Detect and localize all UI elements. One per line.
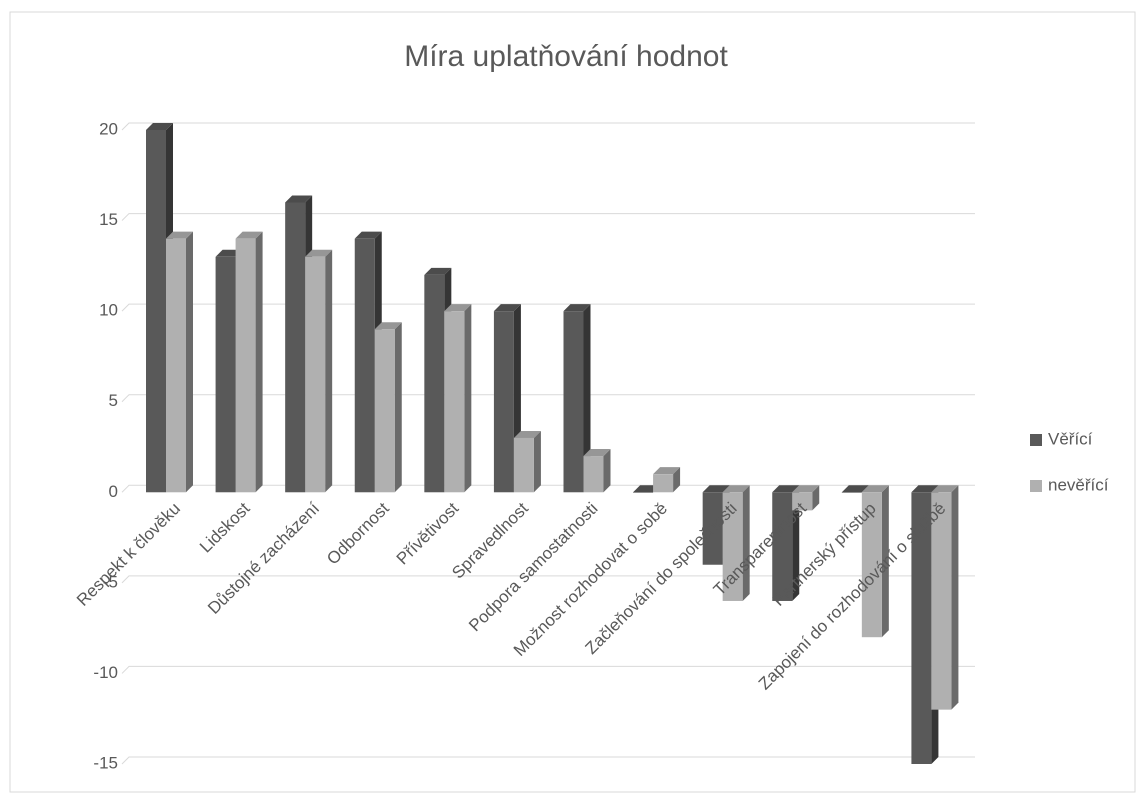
bar-front (493, 311, 514, 493)
y-tick-label: 20 (99, 119, 118, 138)
bar-front (444, 311, 465, 493)
chart-title: Míra uplatňování hodnot (404, 40, 728, 73)
grid (121, 122, 975, 765)
grid-line (121, 665, 975, 674)
bar-front (772, 492, 793, 601)
bar (563, 304, 591, 493)
bar-side (394, 322, 402, 493)
grid-line (121, 394, 975, 403)
bar-front (861, 492, 882, 638)
bar-top (444, 304, 472, 312)
bar (861, 485, 889, 638)
bar-front (215, 256, 236, 493)
legend-label: nevěřící (1048, 475, 1109, 494)
grid-line (121, 484, 975, 493)
bar-top (792, 485, 820, 493)
bar-top (841, 485, 869, 493)
bar-side (673, 467, 681, 493)
legend-swatch (1030, 480, 1042, 492)
bar-side (464, 304, 472, 493)
bar-top (424, 267, 452, 275)
y-tick-label: -10 (93, 663, 118, 682)
bar-front (653, 474, 674, 493)
bar-top (166, 231, 193, 239)
bar (444, 304, 472, 493)
bar-top (861, 485, 889, 493)
bar (513, 430, 541, 493)
bar (166, 231, 193, 493)
bar (792, 485, 820, 511)
bar-front (563, 311, 584, 493)
bar-side (812, 485, 820, 511)
bar-top (146, 123, 173, 130)
y-tick-label: 5 (109, 391, 118, 410)
y-tick-label: -15 (93, 753, 118, 772)
bar-top (772, 485, 800, 493)
bar-top (653, 467, 681, 475)
bar-top (354, 231, 382, 239)
bar-top (583, 449, 611, 457)
bar (772, 485, 800, 601)
bar-side (603, 449, 611, 493)
bar (722, 485, 750, 601)
bar-side (325, 249, 333, 493)
grid-line (121, 122, 975, 131)
bar-front (374, 329, 395, 493)
bar-front (931, 492, 952, 710)
grid-line (121, 213, 975, 221)
bar-top (722, 485, 750, 493)
bar-top (493, 304, 521, 312)
bar-side (792, 485, 800, 601)
bar-front (513, 437, 534, 493)
bar-front (166, 238, 186, 493)
grid-line (121, 756, 975, 765)
grid-line (121, 303, 975, 312)
bar-top (702, 485, 730, 493)
bar (653, 467, 681, 493)
bar-side (533, 430, 541, 493)
bar-front (583, 456, 604, 493)
bar-front (285, 202, 306, 493)
bar-top (374, 322, 402, 330)
bar-front (722, 492, 743, 601)
bar (305, 249, 333, 493)
bar-top (931, 485, 959, 493)
bar (841, 485, 869, 493)
y-tick-label: 10 (99, 301, 118, 320)
bar-side (742, 485, 750, 601)
y-tick-label: 15 (99, 210, 118, 229)
bar (235, 231, 263, 493)
bar-front (792, 492, 813, 511)
bar-side (255, 231, 263, 493)
y-tick-label: -5 (103, 572, 118, 591)
bar-side (583, 304, 591, 493)
bar (374, 322, 402, 493)
y-tick-label: 0 (109, 482, 118, 501)
bar-side (951, 485, 959, 710)
bar-front (911, 492, 932, 764)
grid-line (121, 575, 975, 584)
bar (931, 485, 959, 710)
bar-top (285, 195, 313, 203)
bar-top (235, 231, 263, 239)
legend-swatch (1030, 434, 1042, 446)
bar-side (186, 231, 193, 493)
bar-top (513, 430, 541, 438)
bar-front (305, 256, 326, 493)
bar-front (702, 492, 723, 565)
bar-top (911, 485, 939, 493)
bar-front (235, 238, 256, 493)
bar-top (305, 249, 333, 257)
bar-front (146, 130, 166, 493)
bar-top (563, 304, 591, 312)
bar-front (841, 492, 862, 493)
bar-side (881, 485, 889, 638)
legend-label: Věřící (1048, 429, 1093, 448)
bar-front (354, 238, 375, 493)
bar (583, 449, 611, 493)
bar-front (424, 274, 445, 493)
bar-front (633, 492, 654, 493)
